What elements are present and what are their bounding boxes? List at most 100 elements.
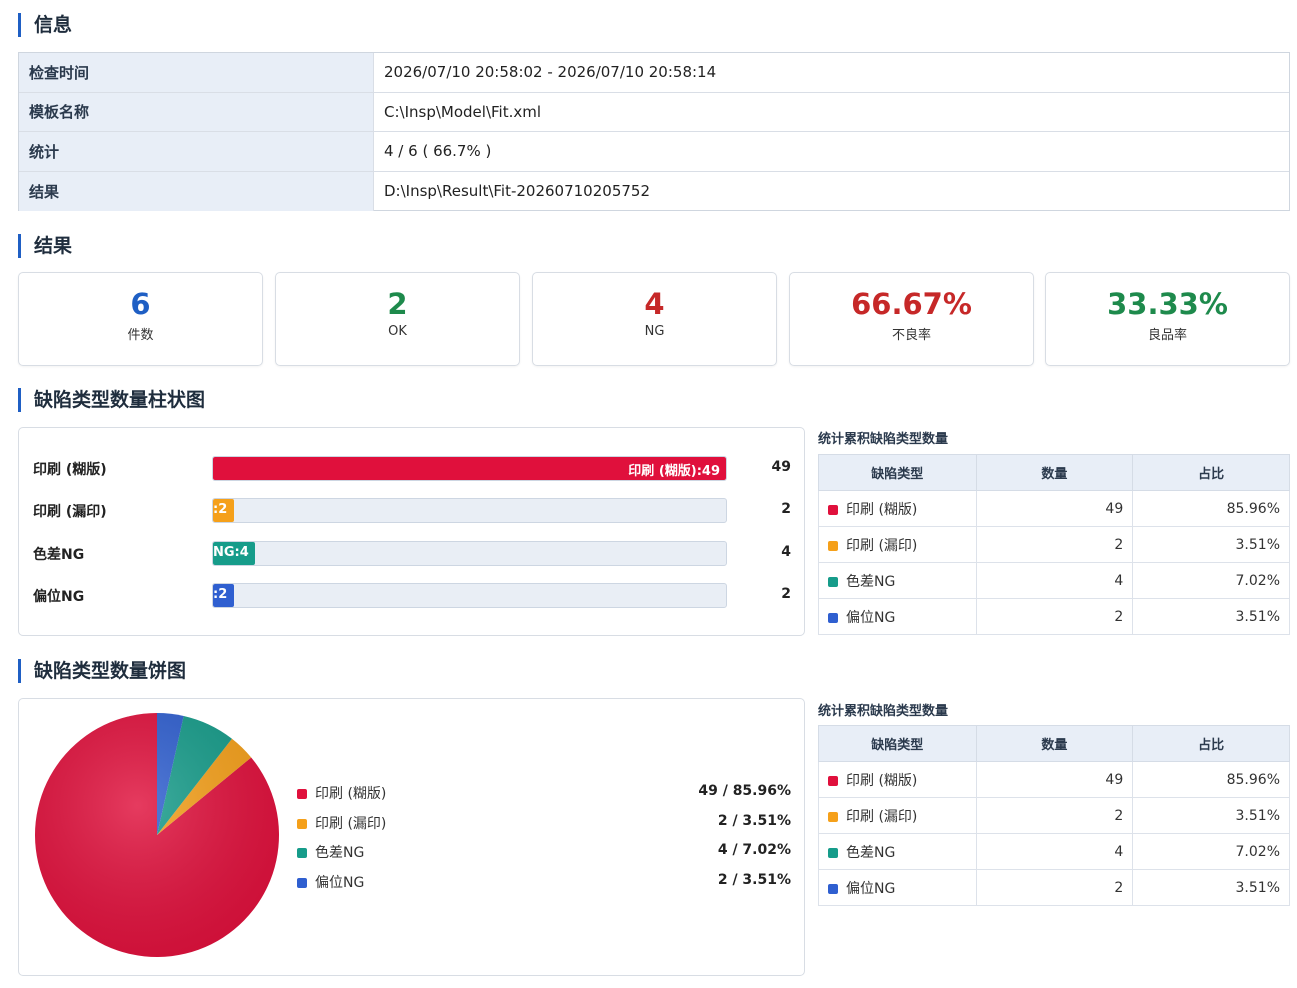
column-header: 缺陷类型: [818, 454, 977, 491]
color-swatch: [828, 847, 838, 858]
statistics-value: 4 / 6 ( 66.7% ): [384, 142, 492, 161]
defect-type-cell: 印刷 (糊版): [818, 761, 977, 798]
legend-label: 色差NG: [315, 845, 365, 861]
table-row: 偏位NG 2 3.51%: [818, 869, 1290, 906]
bar-count: 49: [771, 459, 791, 475]
defect-type-label: 印刷 (漏印): [846, 808, 918, 825]
stat-card-total: 6 件数: [18, 272, 263, 366]
legend-label: 印刷 (糊版): [315, 786, 387, 802]
bar-mark: :2: [213, 499, 234, 522]
legend-item: 印刷 (漏印) 2 / 3.51%: [297, 811, 791, 833]
bar-track: :2: [212, 583, 727, 608]
column-header: 缺陷类型: [818, 725, 977, 762]
share-cell: 85.96%: [1132, 490, 1290, 527]
bar-chart-section-title: 缺陷类型数量柱状图: [18, 388, 205, 412]
bar-count: 2: [781, 501, 791, 517]
bar-category-label: 偏位NG: [33, 589, 85, 605]
share-cell: 3.51%: [1132, 797, 1290, 834]
color-swatch: [297, 789, 307, 799]
color-swatch: [828, 811, 838, 822]
count-cell: 2: [975, 526, 1134, 563]
legend-item: 色差NG 4 / 7.02%: [297, 840, 791, 862]
column-header: 数量: [975, 454, 1134, 491]
table-caption: 统计累积缺陷类型数量: [818, 432, 949, 447]
defect-type-label: 色差NG: [846, 573, 896, 590]
defect-type-cell: 印刷 (漏印): [818, 526, 977, 563]
count-cell: 49: [975, 761, 1134, 798]
table-header-row: 缺陷类型 数量 占比: [818, 725, 1290, 762]
info-row-result: 结果 D:\Insp\Result\Fit-20260710205752: [19, 171, 1289, 211]
stat-label: 不良率: [891, 328, 931, 343]
stat-card-yield-rate: 33.33% 良品率: [1045, 272, 1290, 366]
legend-item: 印刷 (糊版) 49 / 85.96%: [297, 781, 791, 803]
share-cell: 3.51%: [1132, 869, 1290, 906]
info-key: 检查时间: [19, 53, 374, 92]
inspection-time-value: 2026/07/10 20:58:02 - 2026/07/10 20:58:1…: [384, 63, 717, 82]
count-cell: 2: [975, 869, 1134, 906]
defect-type-label: 偏位NG: [846, 609, 896, 626]
result-section-title: 结果: [18, 234, 72, 258]
pie-chart-panel: 印刷 (糊版) 49 / 85.96% 印刷 (漏印) 2 / 3.51% 色差…: [18, 698, 805, 976]
column-header: 占比: [1132, 725, 1290, 762]
stat-value: 4: [644, 287, 665, 321]
bar-row: 偏位NG :2 2: [19, 583, 805, 609]
color-swatch: [828, 775, 838, 786]
table-row: 偏位NG 2 3.51%: [818, 598, 1290, 635]
bar-data-label: :2: [213, 587, 228, 602]
share-cell: 7.02%: [1132, 562, 1290, 599]
info-key: 结果: [19, 171, 374, 211]
bar-count: 4: [781, 544, 791, 560]
bar-data-label: NG:4: [213, 545, 249, 560]
info-section-title: 信息: [18, 13, 72, 37]
bar-mark: 印刷 (糊版):49: [213, 457, 726, 480]
info-key: 模板名称: [19, 92, 374, 131]
bar-mark: NG:4: [213, 542, 255, 565]
bar-track: 印刷 (糊版):49: [212, 456, 727, 481]
share-cell: 85.96%: [1132, 761, 1290, 798]
color-swatch: [828, 883, 838, 894]
stat-label: NG: [644, 324, 665, 339]
bar-category-label: 印刷 (糊版): [33, 462, 107, 478]
bar-data-label: :2: [213, 502, 228, 517]
legend-value: 49 / 85.96%: [698, 783, 791, 799]
legend-label: 印刷 (漏印): [315, 816, 387, 832]
legend-label: 偏位NG: [315, 875, 365, 891]
result-path-value: D:\Insp\Result\Fit-20260710205752: [384, 182, 650, 201]
defect-table: 缺陷类型 数量 占比 印刷 (糊版) 49 85.96% 印刷 (漏印) 2 3…: [818, 725, 1290, 906]
bar-track: NG:4: [212, 541, 727, 566]
stat-value: 33.33%: [1107, 287, 1228, 321]
defect-type-cell: 偏位NG: [818, 869, 977, 906]
stat-card-ok: 2 OK: [275, 272, 520, 366]
share-cell: 3.51%: [1132, 598, 1290, 635]
bar-row: 印刷 (漏印) :2 2: [19, 498, 805, 524]
count-cell: 49: [975, 490, 1134, 527]
defect-type-label: 印刷 (漏印): [846, 537, 918, 554]
stat-value: 2: [387, 287, 408, 321]
bar-category-label: 印刷 (漏印): [33, 504, 107, 520]
bar-chart-panel: 印刷 (糊版) 印刷 (糊版):49 49 印刷 (漏印) :2 2 色差NG …: [18, 427, 805, 636]
bar-category-label: 色差NG: [33, 547, 85, 563]
table-row: 色差NG 4 7.02%: [818, 833, 1290, 870]
table-row: 印刷 (漏印) 2 3.51%: [818, 797, 1290, 834]
share-cell: 3.51%: [1132, 526, 1290, 563]
count-cell: 4: [975, 833, 1134, 870]
color-swatch: [828, 576, 838, 587]
column-header: 占比: [1132, 454, 1290, 491]
stat-value: 66.67%: [851, 287, 972, 321]
bar-track: :2: [212, 498, 727, 523]
pie-slices: [34, 713, 279, 957]
color-swatch: [297, 878, 307, 888]
legend-value: 4 / 7.02%: [717, 842, 791, 858]
defect-type-cell: 色差NG: [818, 833, 977, 870]
table-row: 印刷 (漏印) 2 3.51%: [818, 526, 1290, 563]
info-row-template: 模板名称 C:\Insp\Model\Fit.xml: [19, 92, 1289, 132]
info-table: 检查时间 2026/07/10 20:58:02 - 2026/07/10 20…: [18, 52, 1290, 211]
template-name-value: C:\Insp\Model\Fit.xml: [384, 102, 542, 121]
color-swatch: [828, 612, 838, 623]
defect-type-cell: 印刷 (糊版): [818, 490, 977, 527]
pie-chart: [34, 713, 279, 957]
table-header-row: 缺陷类型 数量 占比: [818, 454, 1290, 491]
stat-card-ng: 4 NG: [532, 272, 777, 366]
table-row: 色差NG 4 7.02%: [818, 562, 1290, 599]
legend-value: 2 / 3.51%: [717, 813, 791, 829]
